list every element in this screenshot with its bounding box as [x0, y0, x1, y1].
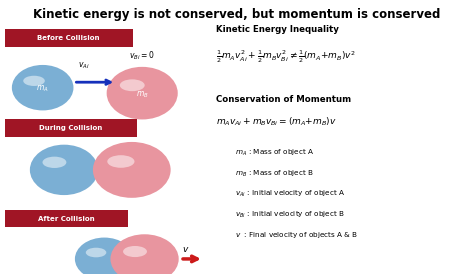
Text: Before Collision: Before Collision: [37, 35, 100, 41]
Text: $v_{Ai}$ : Initial velocity of object A: $v_{Ai}$ : Initial velocity of object A: [235, 189, 345, 199]
Text: $m_B$: $m_B$: [136, 89, 148, 100]
Text: $m_B$ : Mass of object B: $m_B$ : Mass of object B: [235, 169, 313, 179]
Ellipse shape: [12, 65, 73, 110]
Text: $v_{Bi}$ : Initial velocity of object B: $v_{Bi}$ : Initial velocity of object B: [235, 210, 345, 220]
Text: $v_{Ai}$: $v_{Ai}$: [78, 61, 90, 71]
FancyBboxPatch shape: [5, 210, 128, 227]
Text: $m_A v_{Ai} + m_B v_{Bi} = (m_A{+}m_B)v$: $m_A v_{Ai} + m_B v_{Bi} = (m_A{+}m_B)v$: [216, 115, 337, 128]
Ellipse shape: [30, 145, 98, 195]
Text: $m_A$ : Mass of object A: $m_A$ : Mass of object A: [235, 148, 314, 158]
Text: Conservation of Momentum: Conservation of Momentum: [216, 95, 351, 104]
Ellipse shape: [123, 246, 147, 257]
Text: $v_{Bi} = 0$: $v_{Bi} = 0$: [129, 49, 155, 62]
FancyBboxPatch shape: [5, 29, 133, 47]
Ellipse shape: [120, 79, 145, 91]
Ellipse shape: [75, 238, 134, 274]
Ellipse shape: [86, 248, 106, 257]
Text: During Collision: During Collision: [39, 125, 103, 131]
Text: $v$  : Final velocity of objects A & B: $v$ : Final velocity of objects A & B: [235, 230, 358, 240]
Ellipse shape: [93, 142, 171, 198]
Text: $v$: $v$: [182, 245, 190, 254]
Ellipse shape: [23, 76, 45, 86]
Ellipse shape: [43, 157, 66, 168]
FancyBboxPatch shape: [5, 119, 137, 137]
Ellipse shape: [110, 234, 179, 274]
Ellipse shape: [107, 67, 178, 119]
Text: Kinetic energy is not conserved, but momentum is conserved: Kinetic energy is not conserved, but mom…: [33, 8, 441, 21]
Ellipse shape: [107, 155, 135, 168]
Text: After Collision: After Collision: [38, 216, 95, 221]
Text: $m_A$: $m_A$: [36, 84, 49, 94]
Text: $\frac{1}{2}m_A v_{Ai}^2 + \frac{1}{2}m_B v_{Bi}^2 \neq \frac{1}{2}(m_A{+}m_B)v^: $\frac{1}{2}m_A v_{Ai}^2 + \frac{1}{2}m_…: [216, 48, 356, 65]
Text: Kinetic Energy Inequality: Kinetic Energy Inequality: [216, 25, 338, 34]
